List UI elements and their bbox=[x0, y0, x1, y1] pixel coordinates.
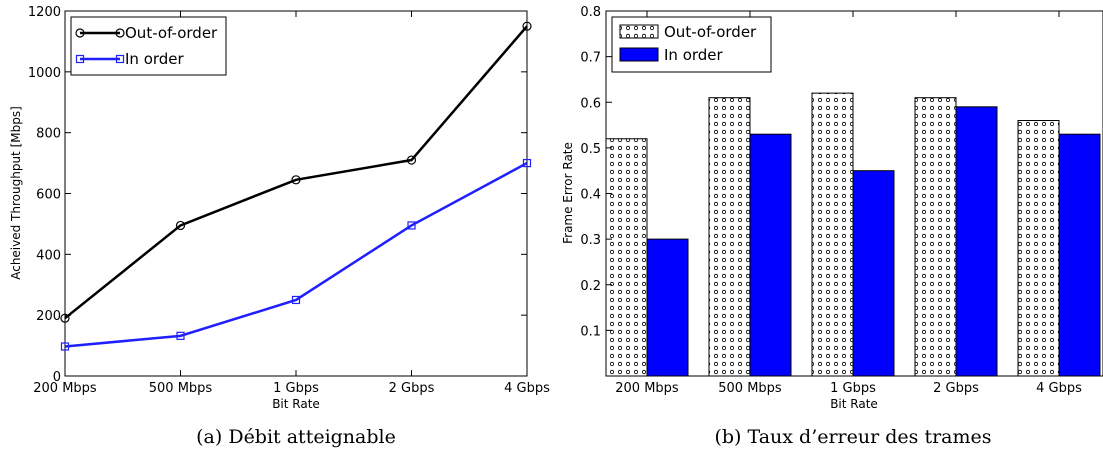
chart-a: 0 200 400 600 800 1000 1200 200 Mbps 500 Mbps 1 … bbox=[9, 5, 550, 448]
chart-a-series-line bbox=[64, 25, 528, 320]
chart-b-legend: Out-of-order In order bbox=[611, 16, 772, 73]
chart-a-y-tick-label: 0 bbox=[53, 370, 61, 385]
chart-a-y-ticks: 0 200 400 600 800 1000 1200 bbox=[28, 5, 527, 385]
chart-b-caption: (b) Taux d’erreur des trames bbox=[714, 426, 991, 448]
chart-b-bars bbox=[605, 92, 1101, 377]
chart-a-legend-marker bbox=[75, 28, 85, 38]
chart-b-bar bbox=[605, 138, 648, 377]
chart-b-bar bbox=[646, 238, 689, 377]
chart-a-point bbox=[176, 331, 185, 340]
chart-b-bar bbox=[852, 170, 895, 377]
chart-a-y-tick-label: 1200 bbox=[28, 5, 61, 20]
chart-a-legend-marker bbox=[115, 54, 125, 64]
chart-a-point bbox=[407, 221, 416, 230]
chart-a-caption: (a) Débit atteignable bbox=[196, 426, 396, 448]
chart-a-x-axis-label: Bit Rate bbox=[272, 397, 320, 411]
chart-a-legend-label: Out-of-order bbox=[125, 24, 218, 42]
chart-a-y-tick-label: 1000 bbox=[28, 66, 61, 81]
chart-b: 0.1 0.2 0.3 0.4 0.5 0.6 0.7 0.8 200 Mbps 500 Mbp… bbox=[561, 5, 1103, 448]
chart-a-point bbox=[291, 175, 301, 185]
chart-a-point bbox=[522, 158, 532, 168]
chart-a-point bbox=[522, 21, 532, 31]
chart-a-x-tick-label: 2 Gbps bbox=[389, 381, 435, 396]
chart-b-y-tick-label: 0.7 bbox=[580, 51, 601, 66]
chart-b-y-tick-label: 0.1 bbox=[580, 324, 601, 339]
chart-b-bar bbox=[811, 92, 854, 377]
chart-a-point bbox=[291, 295, 301, 305]
chart-b-bar bbox=[708, 97, 751, 377]
chart-b-y-tick-label: 0.8 bbox=[580, 5, 601, 20]
chart-b-legend-entries: Out-of-order In order bbox=[619, 23, 757, 64]
chart-b-legend-swatch bbox=[619, 24, 659, 39]
chart-b-legend-label: In order bbox=[664, 46, 724, 64]
chart-b-x-tick-label: 4 Gbps bbox=[1036, 381, 1082, 396]
chart-b-bar bbox=[749, 133, 792, 377]
chart-a-y-axis-label: Acheived Throughput [Mbps] bbox=[9, 106, 23, 280]
chart-b-y-tick-label: 0.5 bbox=[580, 142, 601, 157]
chart-a-x-ticks: 200 Mbps 500 Mbps 1 Gbps 2 Gbps 4 Gbps bbox=[33, 11, 550, 396]
chart-a-point bbox=[406, 155, 417, 165]
chart-b-y-ticks: 0.1 0.2 0.3 0.4 0.5 0.6 0.7 0.8 bbox=[580, 5, 612, 339]
chart-b-bar bbox=[914, 97, 957, 377]
chart-a-x-tick-label: 200 Mbps bbox=[33, 381, 97, 396]
chart-b-x-axis-label: Bit Rate bbox=[830, 397, 878, 411]
chart-a-y-tick-label: 400 bbox=[36, 248, 61, 263]
chart-a-series bbox=[60, 21, 532, 351]
chart-b-y-axis-label: Frame Error Rate bbox=[561, 142, 575, 244]
chart-a-point bbox=[60, 313, 70, 323]
chart-b-bar bbox=[1058, 133, 1101, 377]
chart-a-y-tick-label: 200 bbox=[36, 309, 61, 324]
chart-a-y-tick-label: 600 bbox=[36, 188, 61, 203]
chart-a-y-tick-label: 800 bbox=[36, 127, 61, 142]
chart-a-x-tick-label: 4 Gbps bbox=[504, 381, 550, 396]
chart-b-y-tick-label: 0.4 bbox=[580, 188, 601, 203]
chart-b-bar bbox=[1017, 120, 1060, 377]
chart-b-legend-swatch bbox=[619, 47, 659, 62]
chart-a-legend-label: In order bbox=[125, 50, 185, 68]
chart-b-y-tick-label: 0.3 bbox=[580, 233, 601, 248]
chart-a-x-tick-label: 500 Mbps bbox=[149, 381, 213, 396]
chart-a-legend: Out-of-order In order bbox=[70, 16, 227, 76]
chart-b-y-tick-label: 0.6 bbox=[580, 96, 601, 111]
chart-b-y-tick-label: 0.2 bbox=[580, 279, 601, 294]
chart-a-legend-marker bbox=[115, 28, 125, 38]
chart-b-x-tick-label: 200 Mbps bbox=[615, 381, 679, 396]
chart-b-x-tick-label: 1 Gbps bbox=[830, 381, 876, 396]
chart-a-legend-marker bbox=[75, 54, 85, 64]
chart-a-legend-box bbox=[70, 16, 227, 76]
chart-a-series-line bbox=[64, 161, 528, 348]
chart-a-point bbox=[60, 342, 70, 351]
chart-b-x-tick-label: 500 Mbps bbox=[718, 381, 782, 396]
chart-a-point bbox=[175, 220, 186, 231]
chart-a-x-tick-label: 1 Gbps bbox=[273, 381, 319, 396]
chart-a-legend-entries: Out-of-order In order bbox=[75, 24, 218, 68]
chart-b-legend-label: Out-of-order bbox=[664, 23, 757, 41]
chart-b-x-tick-label: 2 Gbps bbox=[933, 381, 979, 396]
chart-b-bar bbox=[955, 106, 998, 377]
chart-b-x-ticks: 200 Mbps 500 Mbps 1 Gbps 2 Gbps 4 Gbps bbox=[615, 11, 1082, 396]
